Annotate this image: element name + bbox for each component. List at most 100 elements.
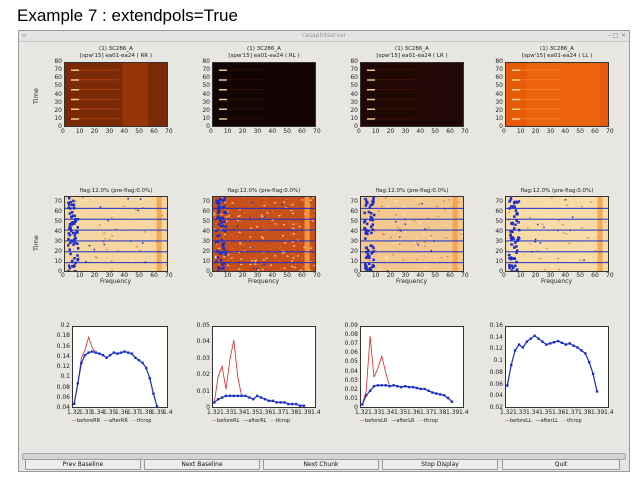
spectrum-panel-1: 0 0.01 0.02 0.03 0.04 0.05 1.32 1.33 1.34 1.35 1.3…: [180, 322, 328, 444]
minimize-icon[interactable]: –: [608, 32, 611, 39]
prev-baseline-button[interactable]: Prev Baseline: [25, 459, 141, 470]
panel-title-source: (1) 3C286_A: [247, 46, 281, 52]
data-point: [152, 392, 155, 395]
x-tick-label: 40: [561, 272, 570, 279]
x-tick-label: 1.39: [298, 409, 312, 416]
legend-swatch: —: [243, 418, 249, 424]
data-point: [116, 352, 119, 355]
data-point: [271, 399, 274, 402]
legend-label: afterRL: [248, 418, 267, 424]
data-point: [560, 341, 564, 345]
y-tick-label: 0.18: [56, 332, 70, 340]
x-tick-label: 1.35: [539, 409, 553, 416]
data-point: [568, 342, 571, 345]
data-point: [109, 353, 112, 357]
x-tick-label: 0: [209, 272, 213, 279]
y-tick-label: 70: [350, 198, 358, 205]
data-point: [545, 343, 548, 346]
y-tick-label: 70: [202, 66, 210, 74]
spectrum-plot: [360, 326, 464, 408]
series-line-beforeLL: [506, 335, 598, 392]
next-baseline-button[interactable]: Next Baseline: [144, 459, 260, 470]
close-icon[interactable]: ×: [620, 32, 626, 39]
x-tick-label: 30: [546, 272, 555, 279]
data-point: [87, 351, 90, 354]
data-point: [119, 351, 123, 354]
data-point: [529, 337, 532, 340]
x-tick-label: 20: [90, 272, 99, 279]
x-tick-label: 30: [105, 128, 114, 135]
data-point: [423, 387, 426, 391]
x-tick-label: 1.39: [446, 409, 460, 416]
spectrum-panel-2: 0 0.01 0.02 0.03 0.04 0.05 0.06 0.07 0.08 0.09 1.3…: [328, 323, 476, 444]
data-point: [443, 394, 446, 397]
x-tick-label: 50: [576, 272, 584, 279]
data-point: [291, 402, 294, 406]
x-tick-label: 20: [386, 272, 395, 279]
flag-percentage-title: flag:12.0% (pre-flag:0.0%): [79, 188, 153, 194]
x-tick-label: 1.34: [233, 409, 247, 416]
data-point: [525, 340, 528, 343]
legend-label: tfcrop: [567, 418, 582, 424]
y-tick-label: 30: [495, 98, 503, 106]
y-tick-label: 40: [54, 90, 62, 98]
x-tick-label: 70: [313, 272, 321, 279]
x-tick-label: 1.37: [272, 409, 286, 416]
x-tick-label: 1.39: [591, 409, 605, 416]
data-point: [361, 403, 364, 406]
x-tick-label: 1.32: [500, 409, 514, 416]
panel-title-baseline: [spw'15] ea01-ea24 ( LL ): [521, 53, 593, 59]
window-menu-icon[interactable]: ▫: [22, 32, 27, 39]
x-tick-label: 1.32: [355, 409, 369, 416]
y-tick-label: 0.03: [344, 376, 358, 384]
data-point: [450, 400, 454, 403]
x-tick-label: 50: [135, 272, 143, 279]
x-tick-label: 1.4: [311, 409, 321, 416]
x-tick-label: 30: [105, 272, 114, 279]
y-tick-label: 0.05: [196, 322, 210, 329]
panel-title-source: (1) 3C286_A: [540, 46, 574, 52]
y-tick-label: 60: [350, 208, 358, 215]
y-tick-label: 0: [354, 404, 358, 411]
x-tick-label: 60: [298, 128, 306, 135]
y-tick-label: 0.12: [56, 363, 70, 370]
data-point: [236, 394, 239, 398]
y-tick-label: 0.06: [489, 380, 503, 388]
y-tick-label: 70: [202, 198, 210, 205]
data-point: [533, 334, 536, 337]
y-tick-label: 30: [202, 98, 210, 106]
window-titlebar: ▫ casaplotserver – □ ×: [19, 31, 629, 42]
y-tick-label: 0.06: [56, 393, 70, 401]
flag-image: [505, 196, 609, 272]
spectrum-plot: [72, 326, 168, 408]
x-tick-label: 1.34: [91, 409, 105, 416]
stop-display-button[interactable]: Stop Display: [382, 459, 498, 470]
flag-waterfall-panel-2: flag:12.0% (pre-flag:0.0%) 0 10 20 30 40 50 60 7…: [328, 186, 476, 304]
x-tick-label: 0: [502, 128, 506, 135]
maximize-icon[interactable]: □: [612, 32, 618, 39]
data-point: [446, 396, 450, 400]
x-tick-label: 60: [446, 272, 454, 279]
y-tick-label: 0: [58, 123, 62, 130]
data-point: [298, 404, 302, 407]
y-tick-label: 0.16: [56, 342, 70, 350]
data-point: [127, 351, 130, 354]
y-tick-label: 0.08: [344, 331, 358, 339]
y-tick-label: 60: [54, 74, 62, 82]
data-point: [591, 372, 595, 376]
data-point: [134, 356, 137, 359]
x-tick-label: 1.33: [368, 409, 382, 416]
data-point: [411, 385, 415, 389]
quit-button[interactable]: Quit: [502, 459, 620, 470]
y-tick-label: 30: [350, 98, 358, 106]
next-chunk-button[interactable]: Next Chunk: [263, 459, 379, 470]
x-tick-label: 0: [61, 128, 65, 135]
data-point: [537, 337, 540, 340]
y-tick-label: 40: [350, 90, 358, 98]
data-point: [427, 389, 430, 392]
y-tick-label: 10: [54, 258, 62, 265]
data-point: [415, 386, 419, 390]
x-tick-label: 70: [461, 272, 469, 279]
x-tick-label: 20: [386, 128, 395, 135]
data-point: [123, 350, 126, 353]
